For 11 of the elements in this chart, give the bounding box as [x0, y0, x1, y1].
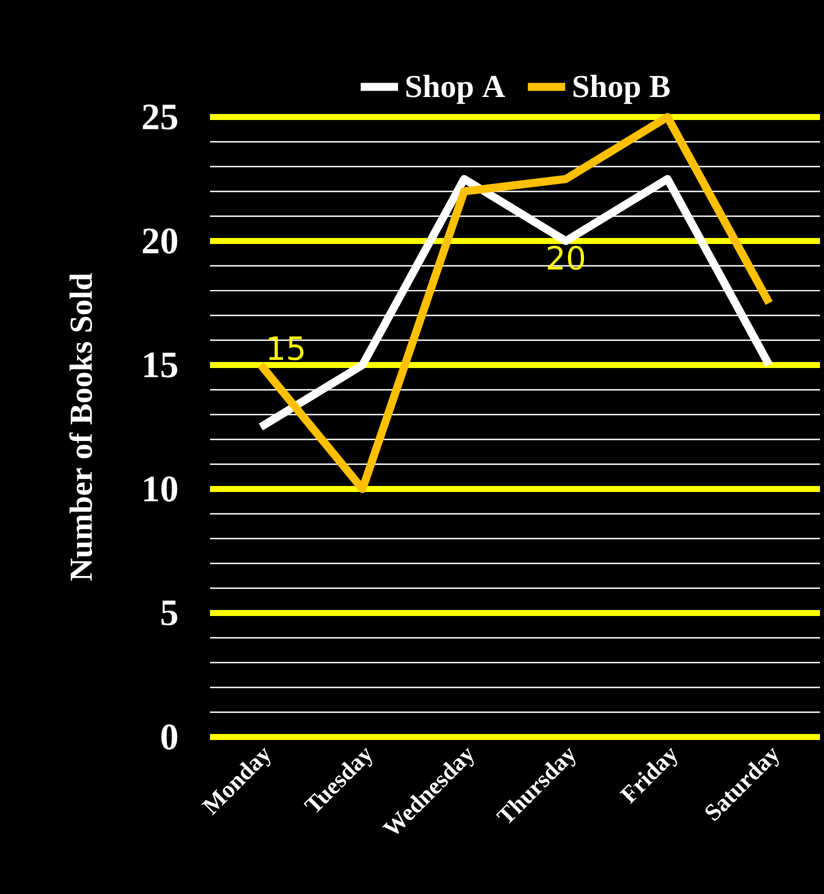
y-tick-label: 5 [161, 600, 178, 626]
y-tick-label: 25 [142, 104, 178, 130]
legend-label: Shop A [406, 74, 505, 104]
legend-label: Shop B [574, 74, 670, 104]
y-axis-title: Number of Books Sold [69, 273, 92, 581]
annotation: 15 [269, 336, 304, 360]
y-tick-label: 15 [144, 352, 178, 378]
y-tick-label: 20 [142, 228, 178, 254]
y-tick-label: 10 [144, 476, 178, 502]
annotation: 20 [548, 246, 584, 270]
y-tick-label: 0 [161, 724, 178, 750]
